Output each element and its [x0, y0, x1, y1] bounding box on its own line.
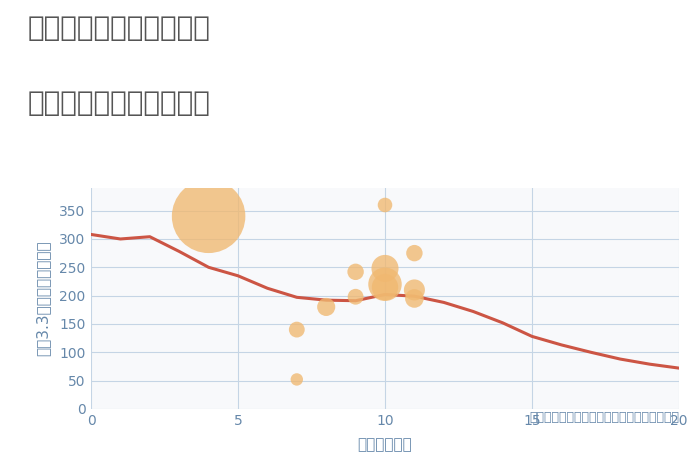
Text: 東京都新宿区新小川町の: 東京都新宿区新小川町の — [28, 14, 211, 42]
Y-axis label: 坪（3.3㎡）単価（万円）: 坪（3.3㎡）単価（万円） — [36, 241, 50, 356]
Point — [350, 268, 361, 275]
X-axis label: 駅距離（分）: 駅距離（分） — [358, 437, 412, 452]
Point — [409, 295, 420, 302]
Point — [321, 303, 332, 311]
Point — [350, 293, 361, 300]
Text: 駅距離別中古戸建て価格: 駅距離別中古戸建て価格 — [28, 89, 211, 118]
Point — [379, 201, 391, 209]
Point — [291, 326, 302, 333]
Point — [409, 250, 420, 257]
Point — [379, 265, 391, 272]
Point — [409, 286, 420, 294]
Point — [379, 283, 391, 291]
Point — [291, 376, 302, 383]
Point — [379, 281, 391, 288]
Point — [203, 212, 214, 220]
Text: 円の大きさは、取引のあった物件面積を示す: 円の大きさは、取引のあった物件面積を示す — [529, 411, 679, 424]
